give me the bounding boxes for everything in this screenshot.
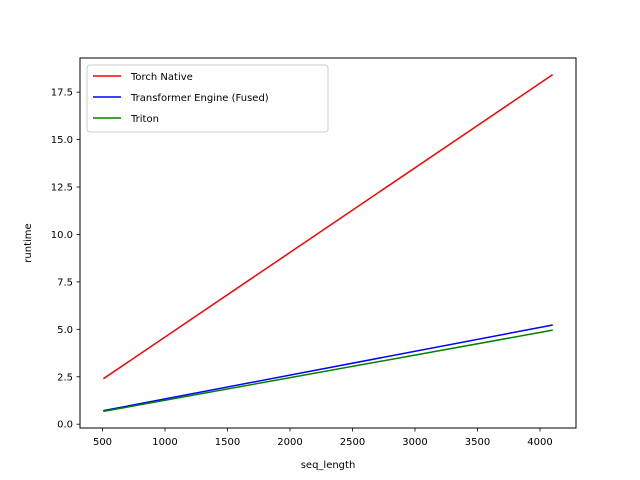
legend-label-1: Transformer Engine (Fused)	[130, 93, 269, 104]
y-tick-label: 7.5	[57, 277, 73, 288]
x-tick-label: 2000	[277, 437, 302, 448]
series-line-2	[103, 329, 553, 413]
x-tick-label: 1500	[215, 437, 240, 448]
y-tick-label: 0.0	[57, 420, 73, 431]
x-tick-label: 1000	[152, 437, 177, 448]
x-tick-label: 2500	[340, 437, 365, 448]
x-axis-label: seq_length	[301, 460, 356, 471]
legend: Torch Native Transformer Engine (Fused) Tr…	[86, 64, 329, 133]
y-tick-label: 2.5	[57, 372, 73, 383]
x-axis-ticks: 500 1000 1500 2000 2500 3000 3500 4000	[93, 428, 553, 448]
legend-label-0: Torch Native	[130, 72, 193, 83]
x-tick-label: 3500	[465, 437, 490, 448]
x-tick-label: 4000	[527, 437, 552, 448]
y-axis-label: runtime	[23, 223, 34, 262]
x-tick-label: 3000	[402, 437, 427, 448]
series-line-1	[103, 324, 553, 412]
y-tick-label: 17.5	[51, 88, 73, 99]
y-tick-label: 5.0	[57, 325, 73, 336]
plot-frame	[79, 57, 577, 429]
x-tick-label: 500	[93, 437, 112, 448]
y-tick-label: 15.0	[51, 135, 73, 146]
y-axis-ticks: 0.0 2.5 5.0 7.5 10.0 12.5 15.0 17.5	[51, 88, 80, 431]
legend-box	[86, 64, 329, 133]
y-tick-label: 10.0	[51, 230, 73, 241]
legend-label-2: Triton	[130, 114, 159, 125]
y-tick-label: 12.5	[51, 183, 73, 194]
series-layer	[102, 74, 554, 413]
series-line-0	[102, 74, 554, 380]
